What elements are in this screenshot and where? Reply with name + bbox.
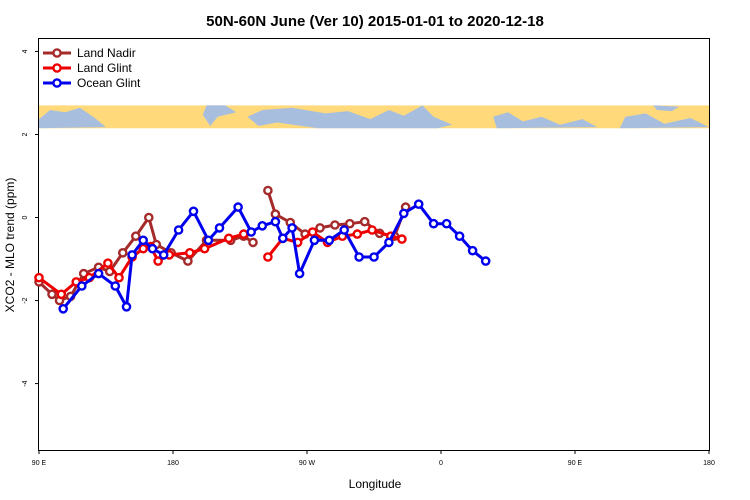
data-point-ocean-glint bbox=[480, 256, 491, 266]
data-point-ocean-glint bbox=[277, 233, 288, 244]
data-point-land-glint bbox=[103, 258, 113, 269]
data-point-ocean-glint bbox=[294, 268, 305, 279]
data-point-ocean-glint bbox=[214, 223, 225, 233]
data-point-land-nadir bbox=[344, 218, 355, 229]
data-point-land-nadir bbox=[315, 223, 325, 233]
data-point-ocean-glint bbox=[77, 281, 87, 291]
legend-marker-ocean-glint bbox=[52, 78, 62, 88]
data-point-land-nadir bbox=[359, 216, 370, 227]
data-point-land-nadir bbox=[47, 289, 57, 300]
series-ocean-glint bbox=[58, 199, 491, 314]
data-point-ocean-glint bbox=[158, 250, 169, 260]
map-land-shape bbox=[247, 105, 453, 129]
data-point-ocean-glint bbox=[246, 227, 256, 237]
map-band bbox=[39, 105, 709, 129]
data-point-land-glint bbox=[184, 247, 195, 258]
data-point-ocean-glint bbox=[138, 235, 148, 246]
data-point-land-nadir bbox=[118, 247, 128, 258]
data-point-land-nadir bbox=[183, 256, 193, 266]
x-tick-label: 180 bbox=[703, 460, 715, 467]
data-point-land-nadir bbox=[248, 237, 258, 248]
data-point-ocean-glint bbox=[413, 199, 424, 209]
x-tick-label: 90 E bbox=[568, 460, 583, 467]
map-land-shape bbox=[39, 107, 106, 129]
series-land-nadir bbox=[34, 185, 411, 306]
data-point-ocean-glint bbox=[467, 245, 478, 256]
data-point-ocean-glint bbox=[454, 231, 465, 241]
data-point-ocean-glint bbox=[173, 225, 184, 235]
data-point-ocean-glint bbox=[441, 218, 452, 229]
data-point-ocean-glint bbox=[147, 243, 158, 254]
y-axis-label: XCO2 - MLO trend (ppm) bbox=[3, 178, 17, 313]
map-land-shape bbox=[619, 113, 709, 129]
legend-marker-land-nadir bbox=[52, 48, 62, 58]
series-land-glint bbox=[34, 225, 407, 300]
series-line-land-glint bbox=[266, 228, 403, 258]
map-land-shape bbox=[202, 105, 237, 126]
data-point-land-nadir bbox=[330, 220, 340, 230]
plot-frame bbox=[38, 38, 710, 451]
y-tick-label: 0 bbox=[22, 215, 29, 219]
data-point-ocean-glint bbox=[369, 252, 379, 262]
data-point-ocean-glint bbox=[354, 252, 364, 262]
data-point-land-glint bbox=[153, 256, 163, 266]
y-tick-label: -2 bbox=[22, 297, 29, 303]
data-point-land-glint bbox=[223, 233, 234, 244]
y-tick-label: 4 bbox=[22, 49, 29, 53]
data-point-ocean-glint bbox=[93, 268, 104, 279]
data-point-ocean-glint bbox=[270, 216, 281, 227]
data-point-land-glint bbox=[263, 252, 273, 262]
x-tick-label: 0 bbox=[439, 460, 443, 467]
data-point-ocean-glint bbox=[121, 301, 132, 312]
axes: 90 E 180 90 W 0 90 E 180 -4 -2 0 2 4 bbox=[22, 49, 715, 467]
legend-label-land-glint: Land Glint bbox=[77, 61, 132, 75]
chart-title: 50N-60N June (Ver 10) 2015-01-01 to 2020… bbox=[206, 13, 544, 30]
data-point-ocean-glint bbox=[127, 250, 137, 260]
data-point-ocean-glint bbox=[233, 202, 243, 212]
data-point-land-nadir bbox=[143, 212, 154, 223]
x-tick-label: 90 E bbox=[32, 460, 47, 467]
x-axis-label: Longitude bbox=[349, 477, 402, 491]
data-point-land-nadir bbox=[263, 185, 273, 196]
data-point-ocean-glint bbox=[287, 223, 297, 233]
data-point-land-glint bbox=[352, 229, 363, 239]
data-point-land-glint bbox=[199, 243, 210, 254]
map-land-shape bbox=[493, 112, 598, 129]
series-layer bbox=[34, 185, 491, 314]
data-point-ocean-glint bbox=[339, 225, 350, 235]
data-point-ocean-glint bbox=[309, 235, 320, 246]
data-point-ocean-glint bbox=[188, 206, 199, 217]
data-point-ocean-glint bbox=[257, 220, 268, 231]
data-point-land-glint bbox=[238, 229, 249, 239]
data-point-ocean-glint bbox=[398, 208, 409, 219]
y-tick-label: -4 bbox=[22, 380, 29, 386]
data-point-land-glint bbox=[56, 289, 67, 300]
data-point-land-nadir bbox=[130, 231, 141, 241]
legend-marker-land-glint bbox=[52, 63, 62, 73]
data-point-ocean-glint bbox=[324, 235, 335, 246]
data-point-land-glint bbox=[367, 225, 377, 235]
data-point-land-glint bbox=[307, 227, 318, 237]
legend-label-ocean-glint: Ocean Glint bbox=[77, 76, 141, 90]
y-tick-label: 2 bbox=[22, 132, 29, 136]
data-point-land-glint bbox=[114, 272, 124, 283]
data-point-ocean-glint bbox=[384, 237, 394, 248]
data-point-ocean-glint bbox=[428, 218, 439, 229]
data-point-land-glint bbox=[397, 234, 407, 244]
x-tick-label: 180 bbox=[167, 460, 179, 467]
legend-label-land-nadir: Land Nadir bbox=[77, 46, 136, 60]
data-point-ocean-glint bbox=[110, 281, 121, 291]
data-point-land-glint bbox=[34, 272, 44, 283]
data-point-ocean-glint bbox=[203, 235, 214, 246]
data-point-land-glint bbox=[138, 243, 148, 254]
map-land-shape bbox=[653, 105, 680, 112]
x-tick-label: 90 W bbox=[299, 460, 316, 467]
data-point-ocean-glint bbox=[58, 303, 69, 314]
data-point-land-nadir bbox=[270, 209, 281, 219]
